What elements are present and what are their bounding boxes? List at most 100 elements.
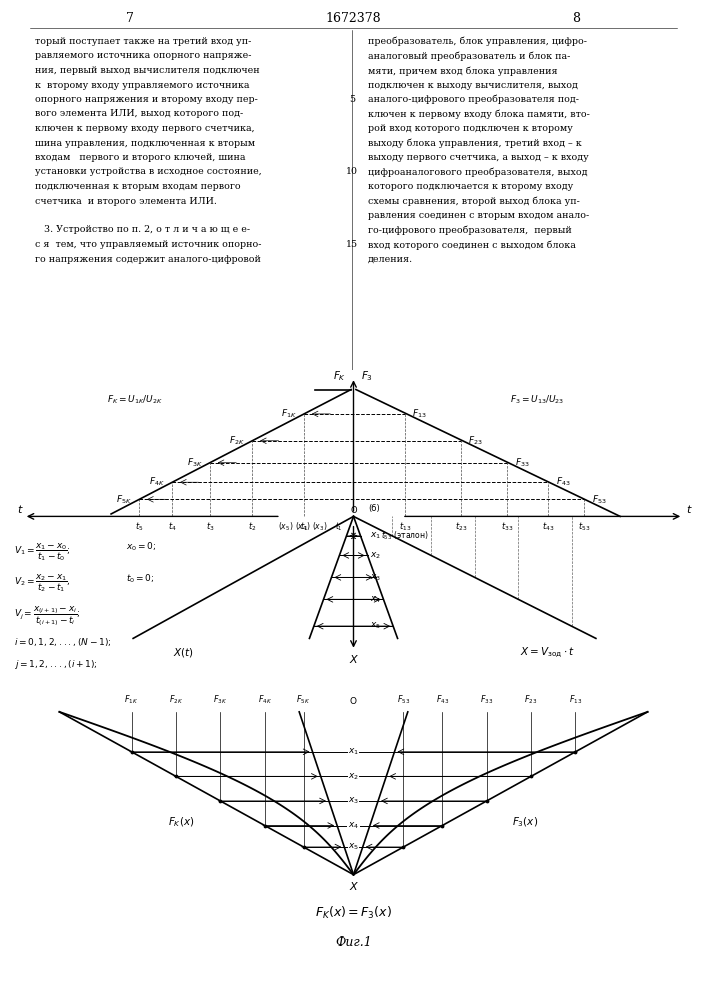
Text: равления соединен с вторым входом анало-: равления соединен с вторым входом анало- (368, 211, 589, 220)
Text: опорного напряжения и второму входу пер-: опорного напряжения и второму входу пер- (35, 95, 258, 104)
Text: $t_{33}$: $t_{33}$ (501, 520, 513, 533)
Text: t: t (686, 505, 690, 515)
Text: ключен к первому входу блока памяти, вто-: ключен к первому входу блока памяти, вто… (368, 109, 590, 119)
Text: го напряжения содержит аналого-цифровой: го напряжения содержит аналого-цифровой (35, 254, 261, 263)
Text: $F_{53}$: $F_{53}$ (397, 693, 410, 706)
Text: выходу первого счетчика, а выход – к входу: выходу первого счетчика, а выход – к вхо… (368, 153, 589, 162)
Text: $t_{23}$: $t_{23}$ (455, 520, 467, 533)
Text: равляемого источника опорного напряже-: равляемого источника опорного напряже- (35, 51, 252, 60)
Text: $F_K=U_{1K}/U_{2K}$: $F_K=U_{1K}/U_{2K}$ (107, 393, 163, 406)
Text: $F_{33}$: $F_{33}$ (515, 456, 530, 469)
Text: $F_{3K}$: $F_{3K}$ (214, 693, 228, 706)
Text: $t_{13}$: $t_{13}$ (399, 520, 411, 533)
Text: $x_5$: $x_5$ (370, 621, 382, 631)
Text: $V_j = \dfrac{x_{(i+1)}-x_i}{t_{(i+1)}-t_i}$;: $V_j = \dfrac{x_{(i+1)}-x_i}{t_{(i+1)}-t… (14, 604, 81, 628)
Text: аналоговый преобразователь и блок па-: аналоговый преобразователь и блок па- (368, 51, 571, 61)
Text: $F_K$: $F_K$ (333, 369, 346, 383)
Text: $x_2$: $x_2$ (370, 550, 382, 561)
Text: подключен к выходу вычислителя, выход: подключен к выходу вычислителя, выход (368, 81, 578, 90)
Text: $F_{43}$: $F_{43}$ (556, 476, 571, 488)
Text: вого элемента ИЛИ, выход которого под-: вого элемента ИЛИ, выход которого под- (35, 109, 243, 118)
Text: $F_3$: $F_3$ (361, 369, 373, 383)
Text: $F_3(x)$: $F_3(x)$ (513, 816, 539, 829)
Text: 3. Устройство по п. 2, о т л и ч а ю щ е е-: 3. Устройство по п. 2, о т л и ч а ю щ е… (35, 226, 250, 234)
Text: 15: 15 (346, 240, 358, 249)
Text: $F_{43}$: $F_{43}$ (436, 693, 449, 706)
Text: $t_5$: $t_5$ (135, 520, 144, 533)
Text: $t_{53}$ (эталон): $t_{53}$ (эталон) (381, 530, 428, 542)
Text: $x_1$: $x_1$ (370, 531, 382, 541)
Text: $V_2 = \dfrac{x_2-x_1}{t_2-t_1}$,: $V_2 = \dfrac{x_2-x_1}{t_2-t_1}$, (14, 573, 71, 594)
Text: $x_5$: $x_5$ (348, 842, 359, 852)
Text: $x_2$: $x_2$ (348, 771, 359, 782)
Text: ния, первый выход вычислителя подключен: ния, первый выход вычислителя подключен (35, 66, 259, 75)
Text: шина управления, подключенная к вторым: шина управления, подключенная к вторым (35, 138, 255, 147)
Text: 1672378: 1672378 (325, 12, 381, 25)
Text: $X(t)$: $X(t)$ (173, 646, 194, 659)
Text: $(x_5)$: $(x_5)$ (278, 520, 293, 533)
Text: установки устройства в исходное состояние,: установки устройства в исходное состояни… (35, 167, 262, 176)
Text: $F_{5K}$: $F_{5K}$ (296, 693, 310, 706)
Text: $t_0=0$;: $t_0=0$; (126, 573, 154, 585)
Text: $t_1$: $t_1$ (300, 520, 308, 533)
Text: вход которого соединен с выходом блока: вход которого соединен с выходом блока (368, 240, 576, 249)
Text: t: t (17, 505, 21, 515)
Text: $x_1$: $x_1$ (348, 747, 359, 757)
Text: го-цифрового преобразователя,  первый: го-цифрового преобразователя, первый (368, 226, 572, 235)
Text: $t_1$: $t_1$ (335, 520, 343, 533)
Text: $x_3$: $x_3$ (348, 796, 359, 806)
Text: $F_{23}$: $F_{23}$ (525, 693, 538, 706)
Text: аналого-цифрового преобразователя под-: аналого-цифрового преобразователя под- (368, 95, 579, 104)
Text: $F_{2K}$: $F_{2K}$ (229, 435, 245, 447)
Text: 8: 8 (572, 12, 580, 25)
Text: рой вход которого подключен к второму: рой вход которого подключен к второму (368, 124, 573, 133)
Text: 5: 5 (349, 95, 355, 104)
Text: X: X (350, 882, 357, 892)
Text: $t_2$: $t_2$ (248, 520, 257, 533)
Text: к  второму входу управляемого источника: к второму входу управляемого источника (35, 81, 250, 90)
Text: O: O (350, 506, 357, 515)
Text: ключен к первому входу первого счетчика,: ключен к первому входу первого счетчика, (35, 124, 255, 133)
Text: подключенная к вторым входам первого: подключенная к вторым входам первого (35, 182, 240, 191)
Text: $F_{4K}$: $F_{4K}$ (257, 693, 271, 706)
Text: (б): (б) (368, 504, 380, 513)
Text: $x_4$: $x_4$ (348, 820, 359, 831)
Text: $F_{1K}$: $F_{1K}$ (124, 693, 139, 706)
Text: $t_4$: $t_4$ (168, 520, 177, 533)
Text: $F_K(x)$: $F_K(x)$ (168, 816, 194, 829)
Text: торый поступает также на третий вход уп-: торый поступает также на третий вход уп- (35, 37, 252, 46)
Text: Фиг.1: Фиг.1 (335, 936, 372, 949)
Text: $F_3=U_{13}/U_{23}$: $F_3=U_{13}/U_{23}$ (510, 393, 565, 406)
Text: $F_{13}$: $F_{13}$ (412, 408, 427, 420)
Text: $X=V_{\text{зод}}\cdot t$: $X=V_{\text{зод}}\cdot t$ (520, 646, 575, 660)
Text: $t_{53}$: $t_{53}$ (578, 520, 590, 533)
Text: 10: 10 (346, 167, 358, 176)
Text: $V_1 = \dfrac{x_1-x_0}{t_1-t_0}$;: $V_1 = \dfrac{x_1-x_0}{t_1-t_0}$; (14, 541, 71, 563)
Text: $F_K(x) = F_3(x)$: $F_K(x) = F_3(x)$ (315, 905, 392, 921)
Text: выходу блока управления, третий вход – к: выходу блока управления, третий вход – к (368, 138, 582, 148)
Text: $F_{4K}$: $F_{4K}$ (149, 476, 165, 488)
Text: преобразователь, блок управления, цифро-: преобразователь, блок управления, цифро- (368, 37, 587, 46)
Text: $(x_3)$: $(x_3)$ (312, 520, 327, 533)
Text: $F_{33}$: $F_{33}$ (480, 693, 493, 706)
Text: $F_{5K}$: $F_{5K}$ (116, 493, 132, 506)
Text: O: O (350, 697, 357, 706)
Text: цифроаналогового преобразователя, выход: цифроаналогового преобразователя, выход (368, 167, 588, 177)
Text: $(x_4)$: $(x_4)$ (295, 520, 310, 533)
Text: входам   первого и второго ключей, шина: входам первого и второго ключей, шина (35, 153, 245, 162)
Text: 7: 7 (126, 12, 134, 25)
Text: $F_{23}$: $F_{23}$ (469, 435, 483, 447)
Text: X: X (350, 655, 357, 665)
Text: $x_0=0$;: $x_0=0$; (126, 541, 156, 553)
Text: $F_{3K}$: $F_{3K}$ (187, 456, 203, 469)
Text: $x_4$: $x_4$ (370, 594, 382, 605)
Text: мяти, причем вход блока управления: мяти, причем вход блока управления (368, 66, 558, 76)
Text: $j=1,2,...,(i+1)$;: $j=1,2,...,(i+1)$; (14, 658, 98, 671)
Text: схемы сравнения, второй выход блока уп-: схемы сравнения, второй выход блока уп- (368, 196, 580, 206)
Text: деления.: деления. (368, 254, 413, 263)
Text: $F_{53}$: $F_{53}$ (592, 493, 606, 506)
Text: с я  тем, что управляемый источник опорно-: с я тем, что управляемый источник опорно… (35, 240, 262, 249)
Text: $F_{1K}$: $F_{1K}$ (281, 408, 297, 420)
Text: $t_3$: $t_3$ (206, 520, 214, 533)
Text: $F_{2K}$: $F_{2K}$ (169, 693, 183, 706)
